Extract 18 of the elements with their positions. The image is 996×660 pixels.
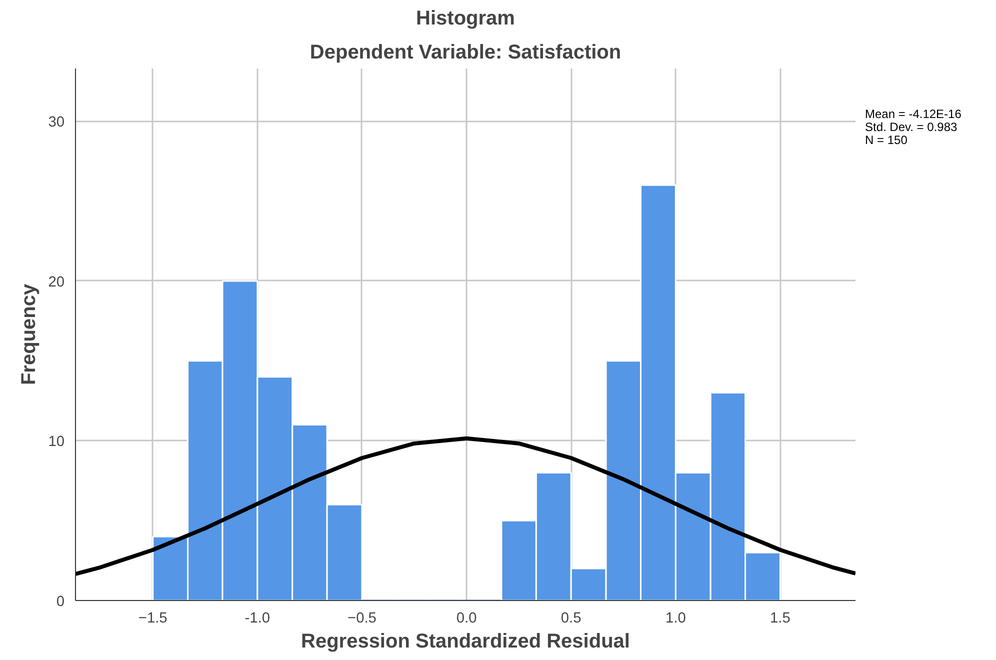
y-tick-label: 20 <box>48 274 65 290</box>
x-tick-label: 0.5 <box>560 610 582 626</box>
text: Mean = -4.12E-16 <box>865 107 962 121</box>
y-tick-label: 10 <box>48 434 65 450</box>
x-tick-label: -1.0 <box>244 610 270 626</box>
y-tick-label: 0 <box>56 594 65 610</box>
text: Std. Dev. = 0.983 <box>865 120 958 134</box>
chart-subtitle: Dependent Variable: Satisfaction <box>310 42 622 64</box>
x-tick-label: 0.0 <box>456 610 477 626</box>
chart-title: Histogram <box>416 8 515 30</box>
x-tick-label: 1.0 <box>665 610 686 626</box>
text: N = 150 <box>865 133 908 147</box>
x-axis-title: Regression Standardized Residual <box>301 630 630 652</box>
y-tick-label: 30 <box>48 114 65 131</box>
x-tick-label: −1.5 <box>138 610 168 626</box>
x-tick-label: 1.5 <box>770 610 790 626</box>
y-axis-title: Frequency <box>18 283 40 386</box>
x-tick-label: −0.5 <box>348 610 376 626</box>
